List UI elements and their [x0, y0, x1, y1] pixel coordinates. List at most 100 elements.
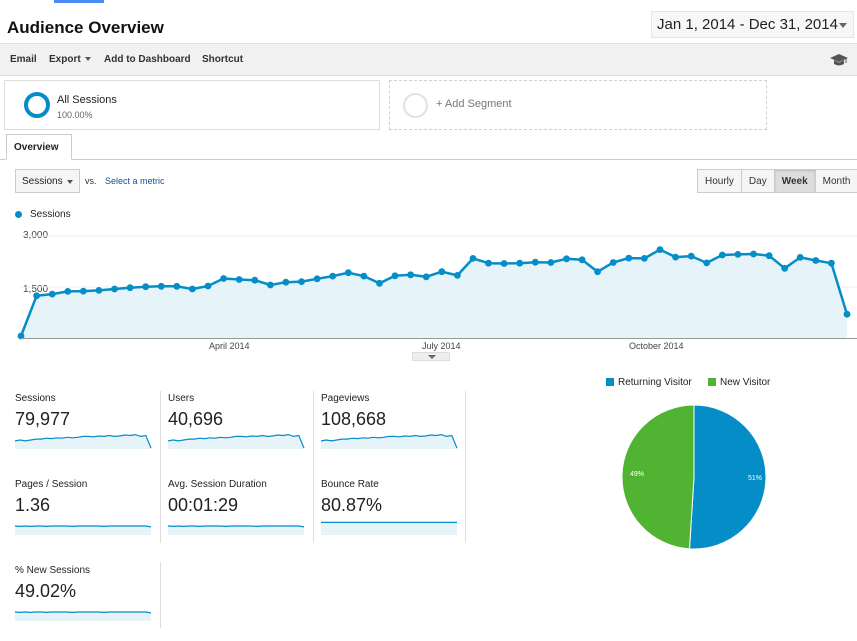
data-point	[485, 259, 492, 267]
data-point	[157, 282, 165, 290]
sparkline-line	[15, 611, 152, 614]
data-point	[454, 272, 461, 279]
metric-value: 49.02%	[15, 581, 77, 601]
metric-value: 79,977	[15, 409, 71, 429]
data-point	[594, 268, 601, 276]
data-point	[796, 254, 804, 261]
pie-legend-returning[interactable]: Returning Visitor	[606, 377, 692, 388]
sparkline-line	[15, 525, 152, 528]
segment-all-sessions[interactable]: All Sessions 100.00%	[4, 80, 380, 130]
granularity-day[interactable]: Day	[740, 170, 774, 192]
sparkline-area	[15, 434, 151, 449]
data-point	[500, 260, 508, 267]
export-label: Export	[49, 54, 81, 65]
data-point	[376, 279, 383, 287]
data-point	[344, 269, 352, 277]
data-point	[126, 284, 134, 292]
data-point	[313, 275, 321, 283]
date-range-picker[interactable]: Jan 1, 2014 - Dec 31, 2014	[651, 11, 854, 38]
metric-divider	[313, 391, 314, 543]
metric-value: 40,696	[168, 409, 224, 429]
data-point	[64, 288, 72, 295]
sparkline-area	[321, 434, 457, 449]
sessions-line-chart	[17, 235, 857, 340]
segment-name: All Sessions	[57, 94, 117, 106]
chevron-down-icon	[67, 180, 73, 184]
add-segment-label: + Add Segment	[436, 98, 512, 110]
data-point	[95, 287, 103, 294]
data-point	[204, 282, 212, 290]
sparkline-area	[168, 434, 304, 449]
email-button[interactable]: Email	[10, 54, 37, 65]
metric-pageviews[interactable]: Pageviews 108,668	[321, 393, 467, 469]
granularity-week[interactable]: Week	[773, 170, 815, 192]
series-legend-dot	[15, 211, 22, 218]
metric-new-sessions[interactable]: % New Sessions 49.02%	[15, 565, 161, 641]
data-point	[360, 272, 368, 280]
metric-users[interactable]: Users 40,696	[168, 393, 314, 469]
data-point	[563, 255, 570, 263]
tab-overview[interactable]: Overview	[6, 134, 72, 160]
sparkline-line	[15, 433, 152, 449]
metric-label: Sessions	[15, 393, 56, 404]
data-point	[220, 275, 228, 282]
metric-sparkline	[15, 433, 152, 449]
sparkline-line	[168, 525, 305, 528]
pie-legend-label: Returning Visitor	[618, 377, 692, 388]
data-point	[111, 285, 118, 293]
metric-sessions[interactable]: Sessions 79,977	[15, 393, 161, 469]
granularity-month[interactable]: Month	[814, 170, 857, 192]
metric-divider	[160, 562, 161, 628]
graduation-cap-icon[interactable]	[830, 53, 848, 67]
chart-resize-handle[interactable]	[412, 352, 450, 361]
select-metric-link[interactable]: Select a metric	[105, 176, 165, 186]
metric-select[interactable]: Sessions	[15, 169, 80, 193]
data-point	[578, 256, 586, 264]
data-point	[641, 255, 648, 262]
data-point	[672, 253, 679, 261]
granularity-hourly[interactable]: Hourly	[698, 170, 741, 192]
data-point	[422, 273, 430, 281]
tab-divider	[0, 159, 857, 160]
series-area	[21, 249, 847, 338]
metric-select-label: Sessions	[22, 176, 63, 187]
pie-legend-new[interactable]: New Visitor	[708, 377, 770, 388]
pie-slice-label: 51%	[748, 475, 763, 482]
add-segment-ring-icon	[403, 93, 428, 118]
data-point	[781, 264, 789, 272]
data-point	[251, 276, 259, 284]
add-segment-button[interactable]: + Add Segment	[389, 80, 767, 130]
pie-slice-label: 49%	[630, 471, 645, 478]
data-point	[142, 283, 150, 291]
data-point	[765, 252, 773, 260]
export-button[interactable]: Export	[49, 54, 91, 65]
metric-label: % New Sessions	[15, 565, 91, 576]
data-point	[687, 252, 695, 260]
data-point	[656, 246, 664, 253]
metric-bounce-rate[interactable]: Bounce Rate 80.87%	[321, 479, 467, 555]
metric-divider	[160, 391, 161, 543]
active-indicator	[54, 0, 104, 3]
data-point	[625, 254, 633, 262]
metric-label: Pages / Session	[15, 479, 88, 490]
data-point	[33, 292, 40, 300]
data-point	[298, 278, 305, 285]
chevron-down-icon	[839, 23, 847, 28]
metric-label: Pageviews	[321, 393, 370, 404]
metric-label: Avg. Session Duration	[168, 479, 267, 490]
x-tick-label: April 2014	[209, 341, 250, 351]
sparkline-line	[168, 433, 305, 449]
add-to-dashboard-button[interactable]: Add to Dashboard	[104, 54, 191, 65]
metric-sparkline	[15, 525, 152, 535]
metric-avg-session-duration[interactable]: Avg. Session Duration 00:01:29	[168, 479, 314, 555]
data-point	[469, 255, 477, 262]
metric-pages-per-session[interactable]: Pages / Session 1.36	[15, 479, 161, 555]
metric-divider	[465, 391, 466, 543]
page-title: Audience Overview	[7, 18, 164, 37]
metric-value: 80.87%	[321, 495, 383, 515]
shortcut-button[interactable]: Shortcut	[202, 54, 244, 65]
metric-value: 108,668	[321, 409, 387, 429]
data-point	[235, 276, 243, 283]
sparkline-area	[15, 612, 151, 621]
metric-sparkline	[15, 611, 152, 621]
